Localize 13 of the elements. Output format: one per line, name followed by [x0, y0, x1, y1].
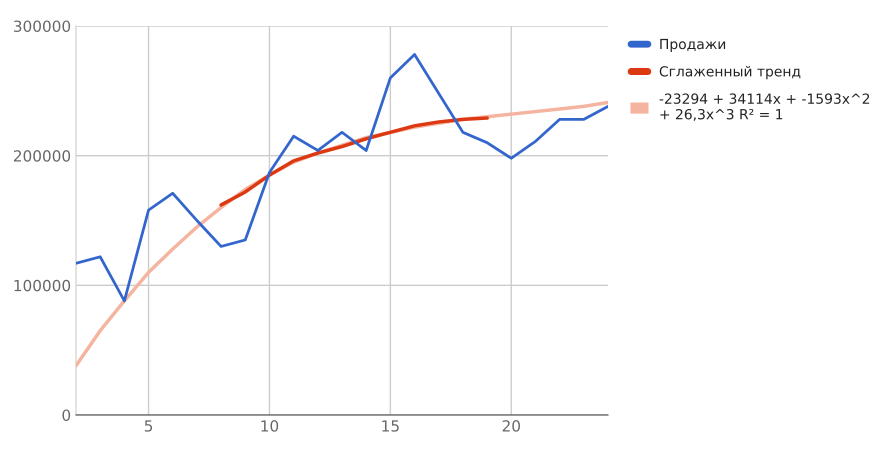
- y-tick-label: 100000: [14, 280, 70, 292]
- y-tick-label: 0: [62, 409, 70, 422]
- x-tick-label: 15: [382, 420, 399, 432]
- legend-label: Сглаженный тренд: [660, 66, 800, 80]
- line-series: [76, 53, 608, 302]
- legend-label: Продажи: [660, 38, 726, 52]
- y-tick-label: 200000: [14, 150, 70, 162]
- x-tick-label: 10: [261, 420, 278, 432]
- line-series: [219, 116, 489, 207]
- legend-label: -23294 + 34114x + -1593x^2 + 26,3x^3 R² = 1: [660, 93, 870, 121]
- y-tick-label: 300000: [14, 20, 70, 32]
- x-tick-label: 5: [144, 420, 152, 432]
- x-tick-label: 20: [502, 420, 520, 432]
